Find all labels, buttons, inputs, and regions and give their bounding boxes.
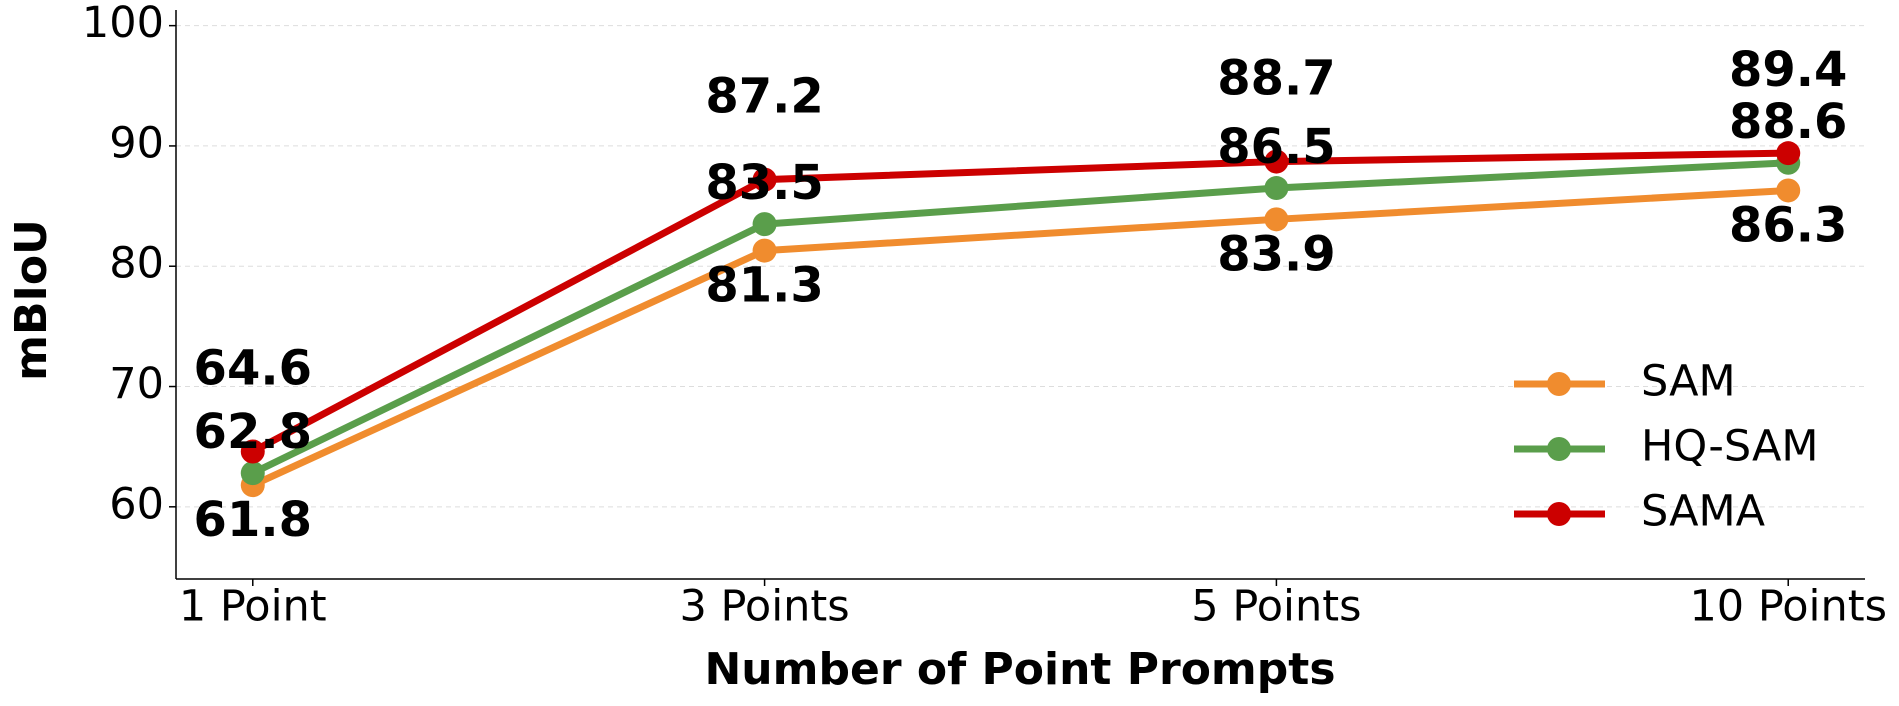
y-tick-label: 60 xyxy=(109,479,164,529)
y-tick-label: 80 xyxy=(109,239,164,289)
x-tick-label: 3 Points xyxy=(679,582,849,632)
y-tick-label: 90 xyxy=(109,118,164,168)
legend-label: SAM xyxy=(1641,357,1736,407)
point xyxy=(752,238,777,263)
point xyxy=(240,439,265,464)
point xyxy=(1776,141,1801,166)
data-label: 64.6 xyxy=(194,340,312,396)
point xyxy=(1264,207,1289,232)
point xyxy=(752,167,777,192)
x-axis-label: Number of Point Prompts xyxy=(704,644,1335,695)
series-line xyxy=(251,149,1789,455)
point xyxy=(1264,176,1289,201)
data-label: 81.3 xyxy=(705,258,823,314)
data-label: 61.8 xyxy=(194,492,312,548)
legend-marker xyxy=(1547,437,1571,461)
data-label: 83.5 xyxy=(705,155,823,211)
y-tick-label: 70 xyxy=(109,359,164,409)
point xyxy=(752,212,777,237)
series-line xyxy=(251,159,1789,477)
legend-label: HQ-SAM xyxy=(1641,422,1819,472)
point xyxy=(240,461,265,486)
legend-label: SAMA xyxy=(1641,487,1766,537)
data-label: 83.9 xyxy=(1217,226,1335,282)
x-tick-label: 10 Points xyxy=(1689,582,1887,632)
data-label: 88.7 xyxy=(1217,51,1335,107)
x-tick-label: 5 Points xyxy=(1191,582,1361,632)
data-label: 87.2 xyxy=(705,69,823,125)
y-axis-label: mBIoU xyxy=(6,219,57,381)
data-label: 86.5 xyxy=(1217,119,1335,175)
legend-marker xyxy=(1547,502,1571,526)
data-label: 89.4 xyxy=(1729,42,1847,98)
y-tick-label: 100 xyxy=(82,0,164,48)
series-line xyxy=(251,186,1789,489)
point xyxy=(1776,178,1801,203)
data-label: 88.6 xyxy=(1729,94,1847,150)
legend-marker xyxy=(1547,372,1571,396)
data-label: 86.3 xyxy=(1729,197,1847,253)
x-tick-label: 1 Point xyxy=(179,582,327,632)
point xyxy=(1264,149,1289,174)
data-label: 62.8 xyxy=(194,404,312,460)
